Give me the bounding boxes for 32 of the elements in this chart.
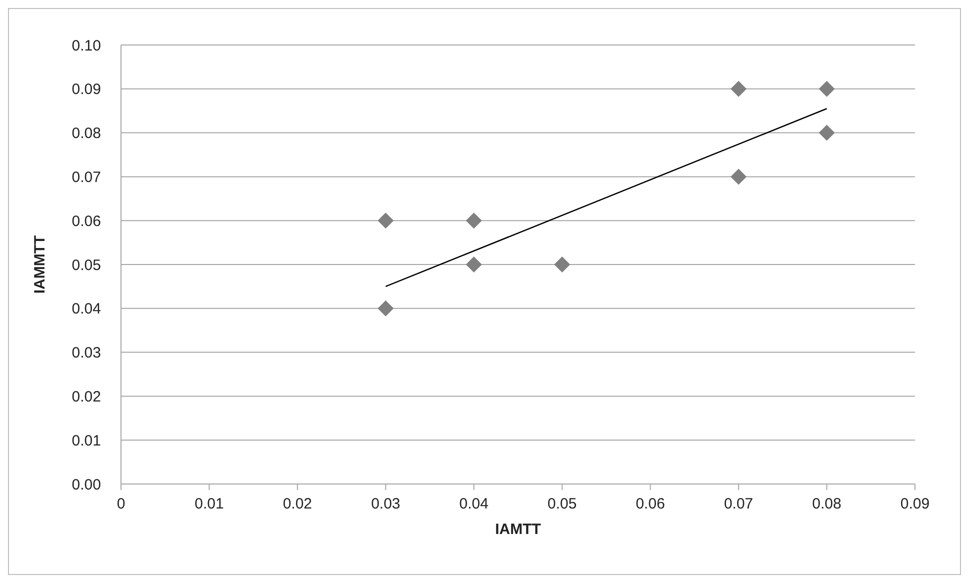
x-tick-label: 0.08	[812, 496, 842, 513]
y-tick-label: 0.03	[72, 344, 101, 362]
point	[466, 256, 482, 272]
point	[730, 80, 747, 97]
point	[466, 212, 482, 229]
y-tick-label: 0.00	[72, 476, 101, 494]
x-tick-label: 0	[116, 496, 126, 513]
x-tick-label: 0.09	[900, 496, 930, 513]
x-tick-label: 0.04	[459, 496, 488, 513]
y-tick-label: 0.08	[72, 125, 101, 142]
point	[554, 256, 570, 272]
y-tick-label: 0.04	[72, 300, 101, 318]
x-tick-label: 0.01	[194, 496, 224, 513]
x-tick-label: 0.05	[548, 496, 577, 513]
x-tick-label: 0.06	[636, 496, 665, 513]
x-axis-title: IAMTT	[495, 521, 541, 538]
y-tick-label: 0.09	[72, 81, 101, 98]
y-axis-title: IAMMTT	[31, 235, 48, 294]
x-tick-label: 0.07	[724, 496, 754, 513]
y-tick-label: 0.07	[72, 169, 101, 186]
x-tick-label: 0.02	[282, 496, 312, 513]
y-tick-label: 0.02	[72, 388, 101, 406]
point	[818, 124, 835, 141]
y-tick-label: 0.10	[72, 37, 101, 54]
point	[378, 300, 394, 316]
y-tick-label: 0.06	[72, 212, 101, 230]
y-tick-label: 0.01	[72, 432, 101, 450]
point	[730, 168, 747, 185]
point	[378, 212, 394, 229]
point	[818, 80, 835, 97]
x-tick-label: 0.03	[371, 496, 400, 513]
y-tick-label: 0.05	[72, 256, 101, 274]
